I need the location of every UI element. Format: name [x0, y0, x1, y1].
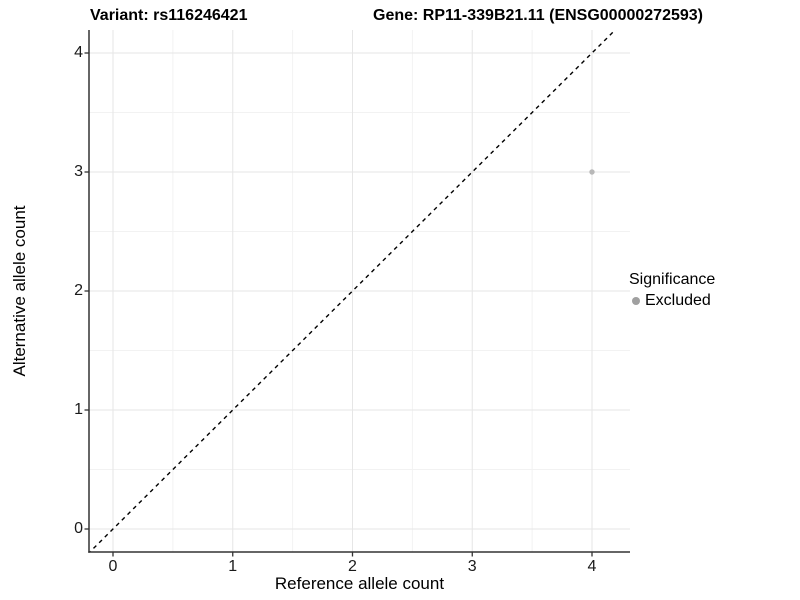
legend-item-excluded: Excluded — [629, 291, 715, 311]
legend-item-label: Excluded — [645, 292, 711, 309]
variant-title: Variant: rs116246421 — [90, 7, 248, 24]
data-point — [589, 169, 595, 175]
y-tick-label: 4 — [74, 44, 83, 61]
x-tick-label: 1 — [228, 558, 238, 575]
legend: Significance Excluded — [629, 269, 715, 311]
y-tick-label: 1 — [74, 401, 83, 418]
identity-line — [89, 30, 617, 552]
legend-point-icon — [632, 297, 640, 305]
y-tick-label: 3 — [74, 163, 83, 180]
y-tick-label: 2 — [74, 282, 83, 299]
gene-title: Gene: RP11-339B21.11 (ENSG00000272593) — [373, 7, 703, 24]
legend-title: Significance — [629, 271, 716, 288]
y-tick-label: 0 — [74, 520, 83, 537]
x-tick-label: 0 — [108, 558, 118, 575]
x-tick-label: 3 — [467, 558, 477, 575]
x-axis-title: Reference allele count — [274, 574, 445, 593]
x-tick-label: 2 — [348, 558, 357, 575]
y-axis-title: Alternative allele count — [10, 205, 29, 377]
x-tick-label: 4 — [587, 558, 597, 575]
